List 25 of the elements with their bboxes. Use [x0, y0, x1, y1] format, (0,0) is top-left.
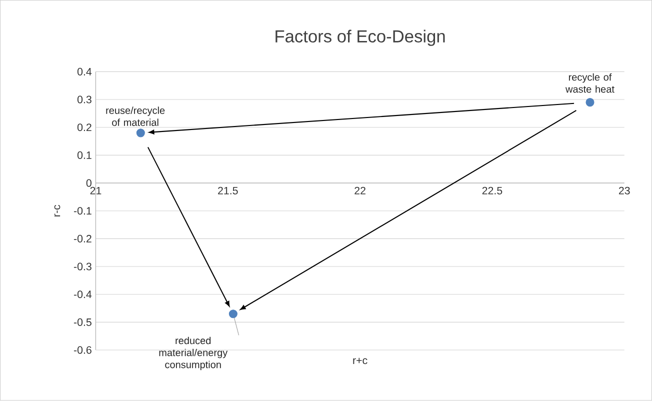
x-tick-label: 22	[354, 187, 366, 194]
point	[136, 128, 145, 138]
x-tick-label: 22.5	[482, 187, 502, 195]
point	[586, 98, 594, 107]
y-tick-label: 0	[86, 179, 92, 187]
chart-title: Factors of Eco-Design	[276, 30, 445, 46]
y-tick-label: -0.6	[74, 346, 92, 354]
y-tick-label: 0.4	[77, 68, 92, 76]
y-tick-label: -0.1	[74, 207, 92, 215]
y-tick-label: 0.1	[77, 152, 92, 160]
x-tick-label: 23	[618, 187, 630, 195]
y-tick-label: -0.4	[74, 290, 92, 298]
x-tick-label: 21.5	[218, 187, 238, 195]
y-tick-label: -0.3	[74, 262, 92, 270]
x-tick-label: 21	[90, 187, 102, 194]
annotation: reuse/recycle of material	[106, 106, 165, 126]
y-axis-title: r-c	[54, 205, 60, 217]
annotation: recycle of waste heat	[565, 73, 614, 93]
y-tick-label: 0.3	[77, 96, 92, 104]
y-tick-label: -0.5	[74, 318, 92, 326]
point	[228, 310, 238, 318]
annotation: reduced material/energy consumption	[159, 336, 228, 370]
y-tick-label: -0.2	[74, 235, 92, 243]
x-axis-title: r+c	[353, 358, 368, 364]
y-tick-label: 0.2	[77, 124, 92, 132]
